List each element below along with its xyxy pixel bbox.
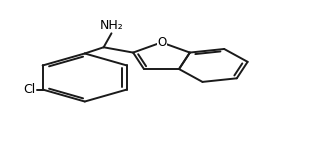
Text: NH₂: NH₂: [100, 19, 123, 32]
Text: Cl: Cl: [24, 83, 36, 96]
Text: O: O: [158, 36, 167, 49]
